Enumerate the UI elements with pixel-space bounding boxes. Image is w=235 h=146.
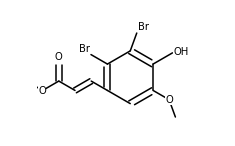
- Text: OH: OH: [173, 47, 189, 57]
- Text: O: O: [55, 52, 63, 62]
- Text: Br: Br: [138, 22, 149, 32]
- Text: O: O: [38, 86, 46, 96]
- Text: O: O: [165, 95, 173, 105]
- Text: Br: Br: [79, 44, 90, 54]
